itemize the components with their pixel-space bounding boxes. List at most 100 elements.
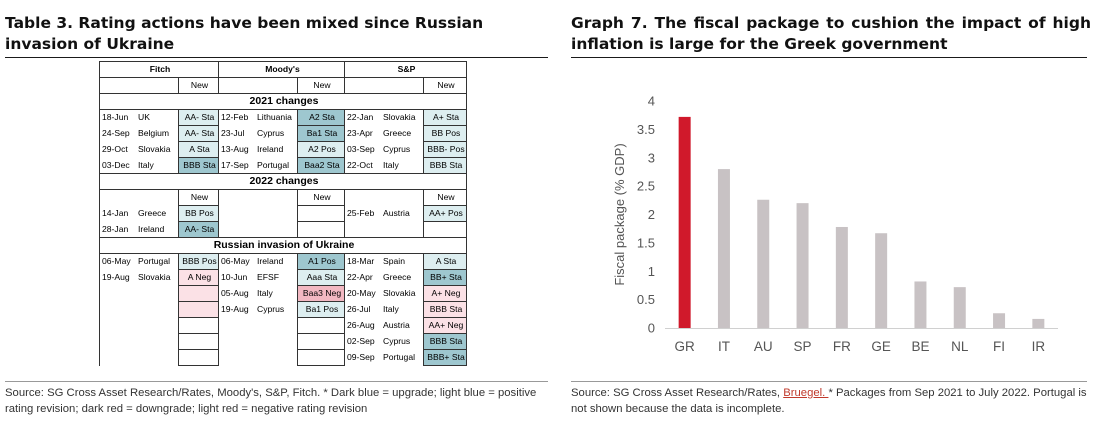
- bar-ge: [875, 233, 888, 328]
- action-date: 03-Sep: [347, 144, 375, 154]
- rating-value-fitch: AA- Sta: [178, 109, 219, 126]
- rating-value-fitch: [178, 317, 219, 334]
- table-source-note: Source: SG Cross Asset Research/Rates, M…: [5, 387, 537, 415]
- action-country: Slovakia: [138, 144, 171, 154]
- action-country: Belgium: [138, 128, 170, 138]
- rating-action-moodys: 17-Sep Portugal: [218, 157, 298, 174]
- action-date: 22-Oct: [347, 159, 373, 170]
- action-date: 09-Sep: [347, 352, 375, 362]
- rating-action-moodys: 12-Feb Lithuania: [218, 109, 298, 126]
- x-tick-label: FI: [993, 339, 1005, 354]
- rating-value-sp: A+ Neg: [423, 285, 467, 302]
- action-date: 22-Jan: [347, 112, 374, 123]
- action-date: 23-Apr: [347, 128, 373, 138]
- rating-value-moodys: Aaa Sta: [297, 269, 345, 286]
- rating-value-moodys: Ba1 Sta: [297, 125, 345, 142]
- new-column-header: New: [423, 189, 467, 206]
- new-column-header: New: [178, 77, 219, 94]
- y-tick-label: 1: [648, 264, 655, 279]
- rating-action-fitch: 03-Dec Italy: [99, 157, 179, 174]
- bruegel-link[interactable]: Bruegel.: [783, 387, 829, 399]
- action-country: Ireland: [257, 256, 284, 267]
- action-date: 29-Oct: [102, 144, 128, 154]
- section-header: 2022 changes: [99, 173, 467, 190]
- rating-value-moodys: Ba1 Pos: [297, 301, 345, 318]
- agency-header-sp: S&P: [344, 61, 467, 78]
- rating-action-fitch: 06-May Portugal: [99, 253, 179, 270]
- rating-action-moodys: [218, 317, 298, 334]
- x-tick-label: NL: [951, 339, 969, 354]
- section-header: Russian invasion of Ukraine: [99, 237, 467, 254]
- chart-bottom-rule: [571, 381, 1087, 382]
- action-date: 28-Jan: [102, 223, 129, 234]
- action-country: Cyprus: [257, 128, 285, 138]
- rating-value-moodys: [297, 205, 345, 222]
- rating-action-sp: 18-Mar Spain: [344, 253, 424, 270]
- rating-action-fitch: [99, 317, 179, 334]
- action-date: 17-Sep: [221, 159, 249, 170]
- action-country: Slovakia: [138, 272, 171, 282]
- action-country: Ireland: [138, 223, 165, 234]
- rating-action-moodys: [218, 333, 298, 350]
- rating-action-fitch: 18-Jun UK: [99, 109, 179, 126]
- chart-title: Graph 7. The fiscal package to cushion t…: [571, 14, 1091, 53]
- bar-it: [717, 169, 730, 328]
- rating-value-moodys: Baa2 Sta: [297, 157, 345, 174]
- rating-value-sp: AA+ Pos: [423, 205, 467, 222]
- rating-action-sp: 23-Apr Greece: [344, 125, 424, 142]
- empty-cell: [218, 189, 298, 206]
- action-date: 06-May: [221, 256, 250, 267]
- empty-cell: [99, 189, 179, 206]
- action-date: 14-Jan: [102, 208, 129, 218]
- source-prefix: Source: SG Cross Asset Research/Rates,: [571, 387, 784, 399]
- rating-action-sp: 22-Oct Italy: [344, 157, 424, 174]
- rating-action-sp: 25-Feb Austria: [344, 205, 424, 222]
- source-suffix: * Packages from Sep 2021 to July 2022. P…: [571, 387, 1087, 415]
- rating-value-sp: AA+ Neg: [423, 317, 467, 334]
- rating-action-fitch: 28-Jan Ireland: [99, 221, 179, 238]
- rating-value-sp: BBB Sta: [423, 301, 467, 318]
- fiscal-package-bar-chart: 0 0.5 1 1.5 2 2.5 3 3.5 4 Fiscal package (% GDP) G…: [612, 94, 1058, 354]
- y-tick-label: 1.5: [637, 235, 655, 250]
- rating-value-fitch: AA- Sta: [178, 221, 219, 238]
- action-country: Cyprus: [257, 304, 285, 314]
- action-country: Cyprus: [383, 144, 411, 154]
- action-country: Italy: [257, 288, 273, 298]
- bar-ir: [1032, 318, 1045, 328]
- x-tick-label: IT: [718, 339, 730, 354]
- agency-header-fitch: Fitch: [99, 61, 219, 78]
- rating-action-sp: 20-May Slovakia: [344, 285, 424, 302]
- new-column-header: New: [297, 189, 345, 206]
- y-tick-label: 0: [648, 321, 655, 336]
- action-date: 22-Apr: [347, 272, 373, 282]
- rating-value-moodys: [297, 349, 345, 366]
- action-date: 20-May: [347, 288, 376, 298]
- x-tick-label: GE: [871, 339, 891, 354]
- rating-table-body: Fitch Moody's S&P New New New 2021 changes 18-J…: [99, 61, 467, 366]
- rating-value-moodys: A1 Pos: [297, 253, 345, 270]
- y-tick-label: 3.5: [637, 122, 655, 137]
- rating-value-sp: BB+ Sta: [423, 269, 467, 286]
- rating-value-sp: BBB+ Sta: [423, 349, 467, 366]
- rating-action-fitch: 14-Jan Greece: [99, 205, 179, 222]
- action-date: 10-Jun: [221, 272, 248, 282]
- rating-actions-table: Fitch Moody's S&P New New New 2021 changes 18-J…: [99, 61, 467, 366]
- rating-action-moodys: [218, 349, 298, 366]
- x-tick-label: SP: [794, 339, 812, 354]
- rating-value-sp: BBB- Pos: [423, 141, 467, 158]
- x-tick-label: AU: [754, 339, 773, 354]
- action-country: Ireland: [257, 144, 284, 154]
- action-date: 24-Sep: [102, 128, 130, 138]
- action-date: 03-Dec: [102, 159, 130, 170]
- action-date: 12-Feb: [221, 112, 249, 123]
- section-header: 2021 changes: [99, 93, 467, 110]
- x-tick-label: BE: [911, 339, 929, 354]
- rating-action-moodys: 06-May Ireland: [218, 253, 298, 270]
- agency-header-moodys: Moody's: [218, 61, 345, 78]
- action-country: Portugal: [138, 256, 171, 267]
- rating-value-sp: BBB Sta: [423, 333, 467, 350]
- rating-action-moodys: 13-Aug Ireland: [218, 141, 298, 158]
- rating-action-fitch: [99, 333, 179, 350]
- x-tick-label: FR: [833, 339, 851, 354]
- rating-action-moodys: [218, 205, 298, 222]
